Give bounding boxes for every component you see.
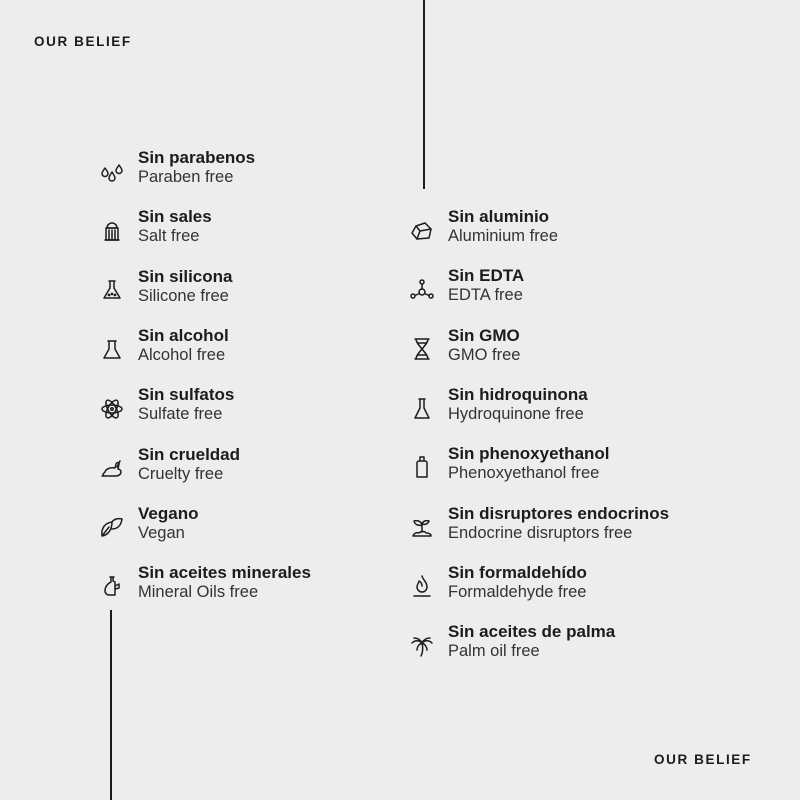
feature-item: Sin parabenos Paraben free xyxy=(98,142,311,201)
oil-bottle-icon xyxy=(98,573,126,601)
palm-tree-icon xyxy=(408,632,436,660)
flask-icon xyxy=(98,336,126,364)
leaves-icon xyxy=(98,513,126,541)
feature-title: Sin hidroquinona xyxy=(448,385,588,405)
feature-title: Sin silicona xyxy=(138,266,233,286)
feature-item: Sin aluminio Aluminium free xyxy=(408,201,669,260)
feature-title: Sin aceites minerales xyxy=(138,563,311,583)
left-feature-list: Sin parabenos Paraben free Sin sales Salt f… xyxy=(98,142,311,616)
feature-item: Sin hidroquinona Hydroquinone free xyxy=(408,379,669,438)
feature-subtitle: EDTA free xyxy=(448,286,523,305)
feature-text: Sin silicona Silicone free xyxy=(138,267,232,306)
dna-icon xyxy=(408,335,436,363)
feature-text: Sin alcohol Alcohol free xyxy=(138,326,229,365)
feature-item: Sin aceites minerales Mineral Oils free xyxy=(98,557,311,616)
feature-text: Sin phenoxyethanol Phenoxyethanol free xyxy=(448,444,610,483)
atom-icon xyxy=(98,395,126,423)
feature-subtitle: Hydroquinone free xyxy=(448,405,584,424)
feature-title: Sin GMO xyxy=(448,325,520,345)
feature-title: Sin sales xyxy=(138,207,212,227)
feature-title: Sin alcohol xyxy=(138,326,229,346)
feature-title: Sin EDTA xyxy=(448,266,525,286)
divider-line-bottom xyxy=(110,610,112,800)
feature-item: Sin EDTA EDTA free xyxy=(408,260,669,319)
feature-text: Sin aceites de palma Palm oil free xyxy=(448,622,615,661)
feature-subtitle: Vegan xyxy=(138,523,185,542)
rock-icon xyxy=(408,217,436,245)
molecule-icon xyxy=(408,276,436,304)
feature-text: Sin formaldehído Formaldehyde free xyxy=(448,563,587,602)
feature-subtitle: Alcohol free xyxy=(138,346,226,365)
feature-item: Sin sales Salt free xyxy=(98,201,311,260)
feature-text: Sin crueldad Cruelty free xyxy=(138,445,240,484)
feature-item: Sin aceites de palma Palm oil free xyxy=(408,616,669,675)
brand-label-bottom: OUR BELIEF xyxy=(654,752,752,767)
feature-subtitle: Mineral Oils free xyxy=(138,583,259,602)
flask-dots-icon xyxy=(98,276,126,304)
feature-title: Sin aluminio xyxy=(448,207,550,227)
rabbit-icon xyxy=(98,454,126,482)
feature-item: Sin crueldad Cruelty free xyxy=(98,438,311,497)
feature-subtitle: Sulfate free xyxy=(138,405,223,424)
feature-text: Sin hidroquinona Hydroquinone free xyxy=(448,385,588,424)
feature-title: Vegano xyxy=(138,503,199,523)
feature-text: Sin aluminio Aluminium free xyxy=(448,207,558,246)
feature-text: Sin EDTA EDTA free xyxy=(448,266,524,305)
feature-title: Sin parabenos xyxy=(138,148,256,168)
feature-item: Sin disruptores endocrinos Endocrine disr… xyxy=(408,497,669,556)
feature-title: Sin formaldehído xyxy=(448,562,587,582)
bottle-icon xyxy=(408,454,436,482)
feature-item: Sin formaldehído Formaldehyde free xyxy=(408,557,669,616)
feature-text: Vegano Vegan xyxy=(138,504,198,543)
feature-item: Sin silicona Silicone free xyxy=(98,261,311,320)
feature-title: Sin aceites de palma xyxy=(448,622,616,642)
sprout-icon xyxy=(408,513,436,541)
feature-item: Sin phenoxyethanol Phenoxyethanol free xyxy=(408,438,669,497)
feature-subtitle: Cruelty free xyxy=(138,464,224,483)
feature-text: Sin sulfatos Sulfate free xyxy=(138,385,234,424)
flame-icon xyxy=(408,572,436,600)
feature-title: Sin disruptores endocrinos xyxy=(448,503,670,523)
feature-title: Sin phenoxyethanol xyxy=(448,444,610,464)
brand-label-top: OUR BELIEF xyxy=(34,34,132,49)
feature-item: Sin GMO GMO free xyxy=(408,320,669,379)
right-feature-list: Sin aluminio Aluminium free Sin EDTA EDTA f… xyxy=(408,201,669,675)
feature-subtitle: Salt free xyxy=(138,227,200,246)
feature-text: Sin sales Salt free xyxy=(138,207,212,246)
divider-line-top xyxy=(423,0,425,189)
feature-title: Sin sulfatos xyxy=(138,385,235,405)
feature-subtitle: Endocrine disruptors free xyxy=(448,523,633,542)
feature-text: Sin aceites minerales Mineral Oils free xyxy=(138,563,311,602)
feature-item: Vegano Vegan xyxy=(98,498,311,557)
feature-subtitle: Formaldehyde free xyxy=(448,582,587,601)
feature-text: Sin parabenos Paraben free xyxy=(138,148,255,187)
feature-text: Sin GMO GMO free xyxy=(448,326,520,365)
feature-item: Sin alcohol Alcohol free xyxy=(98,320,311,379)
feature-subtitle: Palm oil free xyxy=(448,642,540,661)
feature-subtitle: Paraben free xyxy=(138,168,234,187)
feature-subtitle: GMO free xyxy=(448,345,521,364)
feature-item: Sin sulfatos Sulfate free xyxy=(98,379,311,438)
feature-subtitle: Silicone free xyxy=(138,286,229,305)
test-tube-flask-icon xyxy=(408,395,436,423)
feature-title: Sin crueldad xyxy=(138,444,241,464)
feature-subtitle: Aluminium free xyxy=(448,227,559,246)
salt-shaker-icon xyxy=(98,217,126,245)
feature-subtitle: Phenoxyethanol free xyxy=(448,464,600,483)
feature-text: Sin disruptores endocrinos Endocrine disr… xyxy=(448,504,669,543)
drops-icon xyxy=(98,158,126,186)
